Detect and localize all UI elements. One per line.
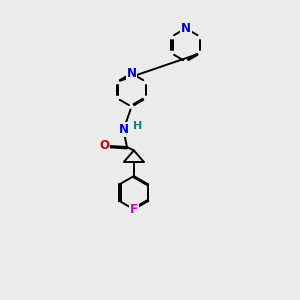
Text: H: H [133, 121, 142, 131]
Text: N: N [127, 67, 136, 80]
Text: N: N [181, 22, 191, 35]
Text: N: N [118, 123, 128, 136]
Text: F: F [130, 203, 138, 216]
Text: O: O [100, 139, 110, 152]
